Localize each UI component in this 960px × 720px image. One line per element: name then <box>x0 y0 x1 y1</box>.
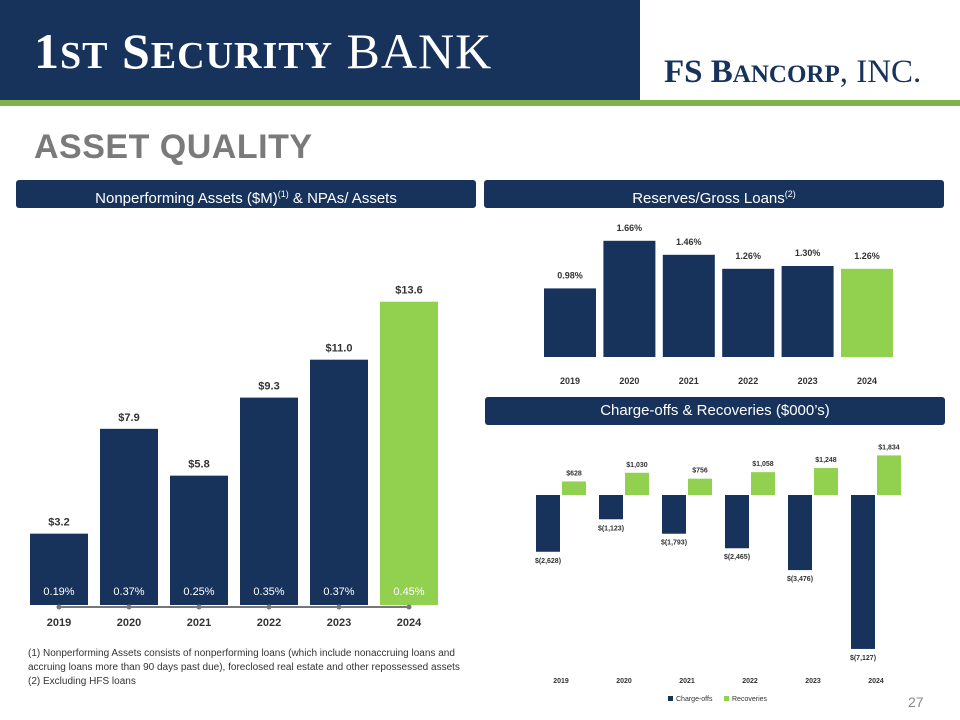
npa-tick-label: 2020 <box>117 617 141 629</box>
reserves-tick-label: 2022 <box>738 376 758 386</box>
chargeoffs-tick-label: 2019 <box>553 678 569 685</box>
recovery-value-label: $1,248 <box>815 457 837 464</box>
npa-tick-label: 2019 <box>47 617 71 629</box>
page-title: ASSET QUALITY <box>34 128 313 166</box>
npa-value-label: $9.3 <box>258 381 279 393</box>
reserves-bar <box>603 240 656 357</box>
reserves-bar <box>722 268 775 357</box>
recovery-bar <box>625 472 649 495</box>
recovery-bar <box>751 472 775 495</box>
chargeoffs-tick-label: 2020 <box>616 678 632 685</box>
chargeoffs-panel-header: Charge-offs & Recoveries ($000’s) <box>485 397 945 425</box>
npa-bar <box>30 533 88 605</box>
footnotes: (1) Nonperforming Assets consists of non… <box>28 647 490 689</box>
npa-tick-label: 2021 <box>187 617 211 629</box>
chargeoffs-tick-label: 2023 <box>805 678 821 685</box>
npa-ratio-marker <box>406 604 412 610</box>
reserves-tick-label: 2023 <box>798 376 818 386</box>
reserves-bar <box>841 268 893 357</box>
reserves-bar <box>781 266 834 357</box>
reserves-value-label: 1.66% <box>617 223 643 233</box>
legend-swatch-chargeoffs <box>668 696 673 701</box>
recovery-value-label: $756 <box>692 468 708 475</box>
recovery-value-label: $628 <box>566 470 582 477</box>
chargeoffs-tick-label: 2022 <box>742 678 758 685</box>
chargeoff-value-label: $(7,127) <box>850 655 876 662</box>
legend-swatch-recoveries <box>724 696 729 701</box>
npa-value-label: $13.6 <box>395 285 423 297</box>
npa-bar <box>310 359 368 605</box>
fs-bancorp-logo: FS BANCORP, INC. <box>664 54 922 90</box>
reserves-panel-header: Reserves/Gross Loans(2) <box>484 180 944 208</box>
chargeoff-value-label: $(1,793) <box>661 540 687 547</box>
chargeoff-value-label: $(2,628) <box>535 558 561 565</box>
npa-ratio-label: 0.25% <box>183 586 214 598</box>
reserves-tick-label: 2024 <box>857 376 877 386</box>
legend-label-chargeoffs: Charge-offs <box>676 696 713 703</box>
npa-tick-label: 2022 <box>257 617 281 629</box>
npa-value-label: $5.8 <box>188 459 209 471</box>
chargeoffs-tick-label: 2021 <box>679 678 695 685</box>
header-banner <box>0 0 640 100</box>
recovery-value-label: $1,834 <box>878 444 900 451</box>
npa-bar <box>380 301 438 605</box>
chargeoff-bar <box>536 495 560 552</box>
reserves-tick-label: 2020 <box>619 376 639 386</box>
recovery-bar <box>877 455 901 495</box>
npa-panel-header: Nonperforming Assets ($M)(1) & NPAs/ Ass… <box>16 180 476 208</box>
chargeoff-bar <box>851 495 875 649</box>
chargeoff-bar <box>725 495 749 549</box>
legend-label-recoveries: Recoveries <box>732 696 768 703</box>
npa-ratio-marker <box>336 604 342 610</box>
npa-value-label: $11.0 <box>326 343 353 355</box>
npa-ratio-label: 0.45% <box>393 586 424 598</box>
reserves-bar <box>662 254 715 357</box>
reserves-value-label: 1.26% <box>735 251 761 261</box>
npa-ratio-label: 0.35% <box>253 586 284 598</box>
chargeoff-bar <box>662 495 686 534</box>
npa-bar <box>100 428 158 605</box>
footnote-2: (2) Excluding HFS loans <box>28 676 136 687</box>
recovery-bar <box>688 478 712 495</box>
npa-ratio-marker <box>196 604 202 610</box>
reserves-bar <box>544 288 596 357</box>
npa-ratio-label: 0.37% <box>323 586 354 598</box>
reserves-value-label: 1.46% <box>676 237 702 247</box>
first-security-bank-logo: 1ST SECURITY BANK <box>34 23 493 79</box>
page-number: 27 <box>908 694 924 710</box>
npa-ratio-marker <box>266 604 272 610</box>
recovery-bar <box>814 468 838 495</box>
chargeoffs-tick-label: 2024 <box>868 678 884 685</box>
header-right-area <box>640 0 960 100</box>
chargeoff-value-label: $(3,476) <box>787 576 813 583</box>
chargeoff-value-label: $(2,465) <box>724 554 750 561</box>
recovery-value-label: $1,058 <box>752 461 774 468</box>
reserves-value-label: 1.30% <box>795 248 821 258</box>
reserves-value-label: 1.26% <box>854 251 880 261</box>
npa-tick-label: 2023 <box>327 617 351 629</box>
reserves-tick-label: 2019 <box>560 376 580 386</box>
footnote-1: (1) Nonperforming Assets consists of non… <box>28 648 460 673</box>
reserves-tick-label: 2021 <box>679 376 699 386</box>
npa-ratio-label: 0.37% <box>113 586 144 598</box>
chargeoff-bar <box>788 495 812 571</box>
npa-tick-label: 2024 <box>397 617 422 629</box>
chargeoff-value-label: $(1,123) <box>598 525 624 532</box>
npa-value-label: $7.9 <box>118 412 139 424</box>
recovery-value-label: $1,030 <box>626 462 648 469</box>
header-divider <box>0 100 960 106</box>
chargeoff-bar <box>599 495 623 520</box>
npa-ratio-label: 0.19% <box>43 586 74 598</box>
recovery-bar <box>562 481 586 495</box>
reserves-value-label: 0.98% <box>557 270 583 280</box>
npa-ratio-marker <box>56 604 62 610</box>
npa-bar <box>170 475 228 605</box>
npa-ratio-marker <box>126 604 132 610</box>
npa-bar <box>240 397 298 605</box>
npa-value-label: $3.2 <box>48 517 69 529</box>
